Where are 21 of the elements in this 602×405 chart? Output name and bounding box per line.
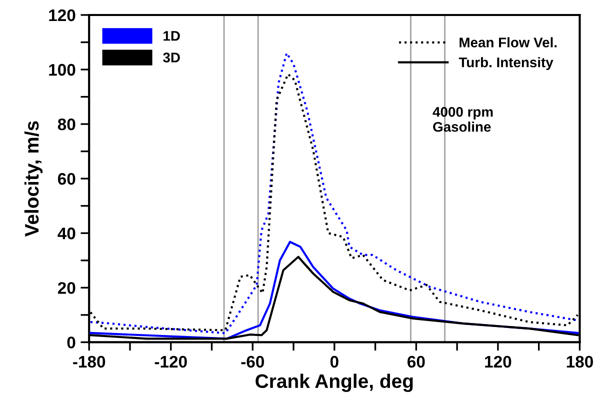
y-tick-label: 0 [67, 336, 76, 348]
y-tick-label: 60 [58, 173, 76, 185]
y-tick-label: 80 [58, 118, 76, 130]
annotation: Turb. Intensity [458, 57, 554, 70]
x-tick-label: -180 [73, 356, 106, 368]
x-tick-label: -60 [241, 356, 264, 368]
annotation: 4000 rpm Gasoline [432, 106, 493, 132]
x-tick-label: 60 [408, 356, 425, 368]
legend-label: 1D [164, 31, 180, 41]
x-tick-label: 0 [330, 356, 338, 368]
y-tick-label: 20 [58, 282, 76, 294]
y-tick-label: 40 [58, 228, 76, 240]
legend-label: 3D [163, 52, 180, 62]
x-axis-title: Crank Angle, deg [256, 374, 413, 392]
x-tick-label: -120 [154, 356, 187, 368]
y-tick-label: 120 [49, 9, 76, 22]
x-tick-label: 180 [566, 356, 593, 368]
y-tick-label: 100 [49, 64, 76, 76]
y-axis-title: Velocity, m/s [24, 121, 43, 237]
annotation: Mean Flow Vel. [460, 37, 557, 48]
x-tick-label: 120 [485, 356, 512, 368]
